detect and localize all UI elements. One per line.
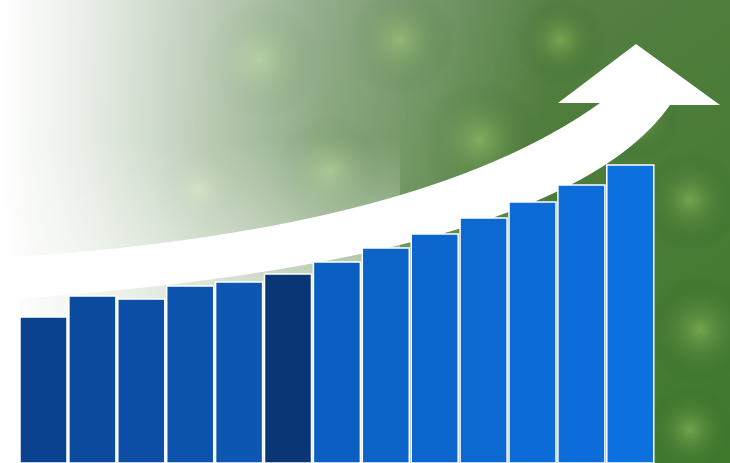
bar [19,316,68,463]
bar [410,233,459,463]
left-margin [0,300,20,463]
bar [459,217,508,463]
bar [557,184,606,463]
bar [606,164,655,463]
bar [263,273,313,463]
bar [508,201,557,463]
bar [165,285,215,463]
bars [19,164,655,463]
growth-arrow [0,44,720,300]
bar [312,261,362,463]
bar [214,281,264,463]
bar [361,247,411,463]
bar [117,298,166,463]
bar [68,295,117,463]
